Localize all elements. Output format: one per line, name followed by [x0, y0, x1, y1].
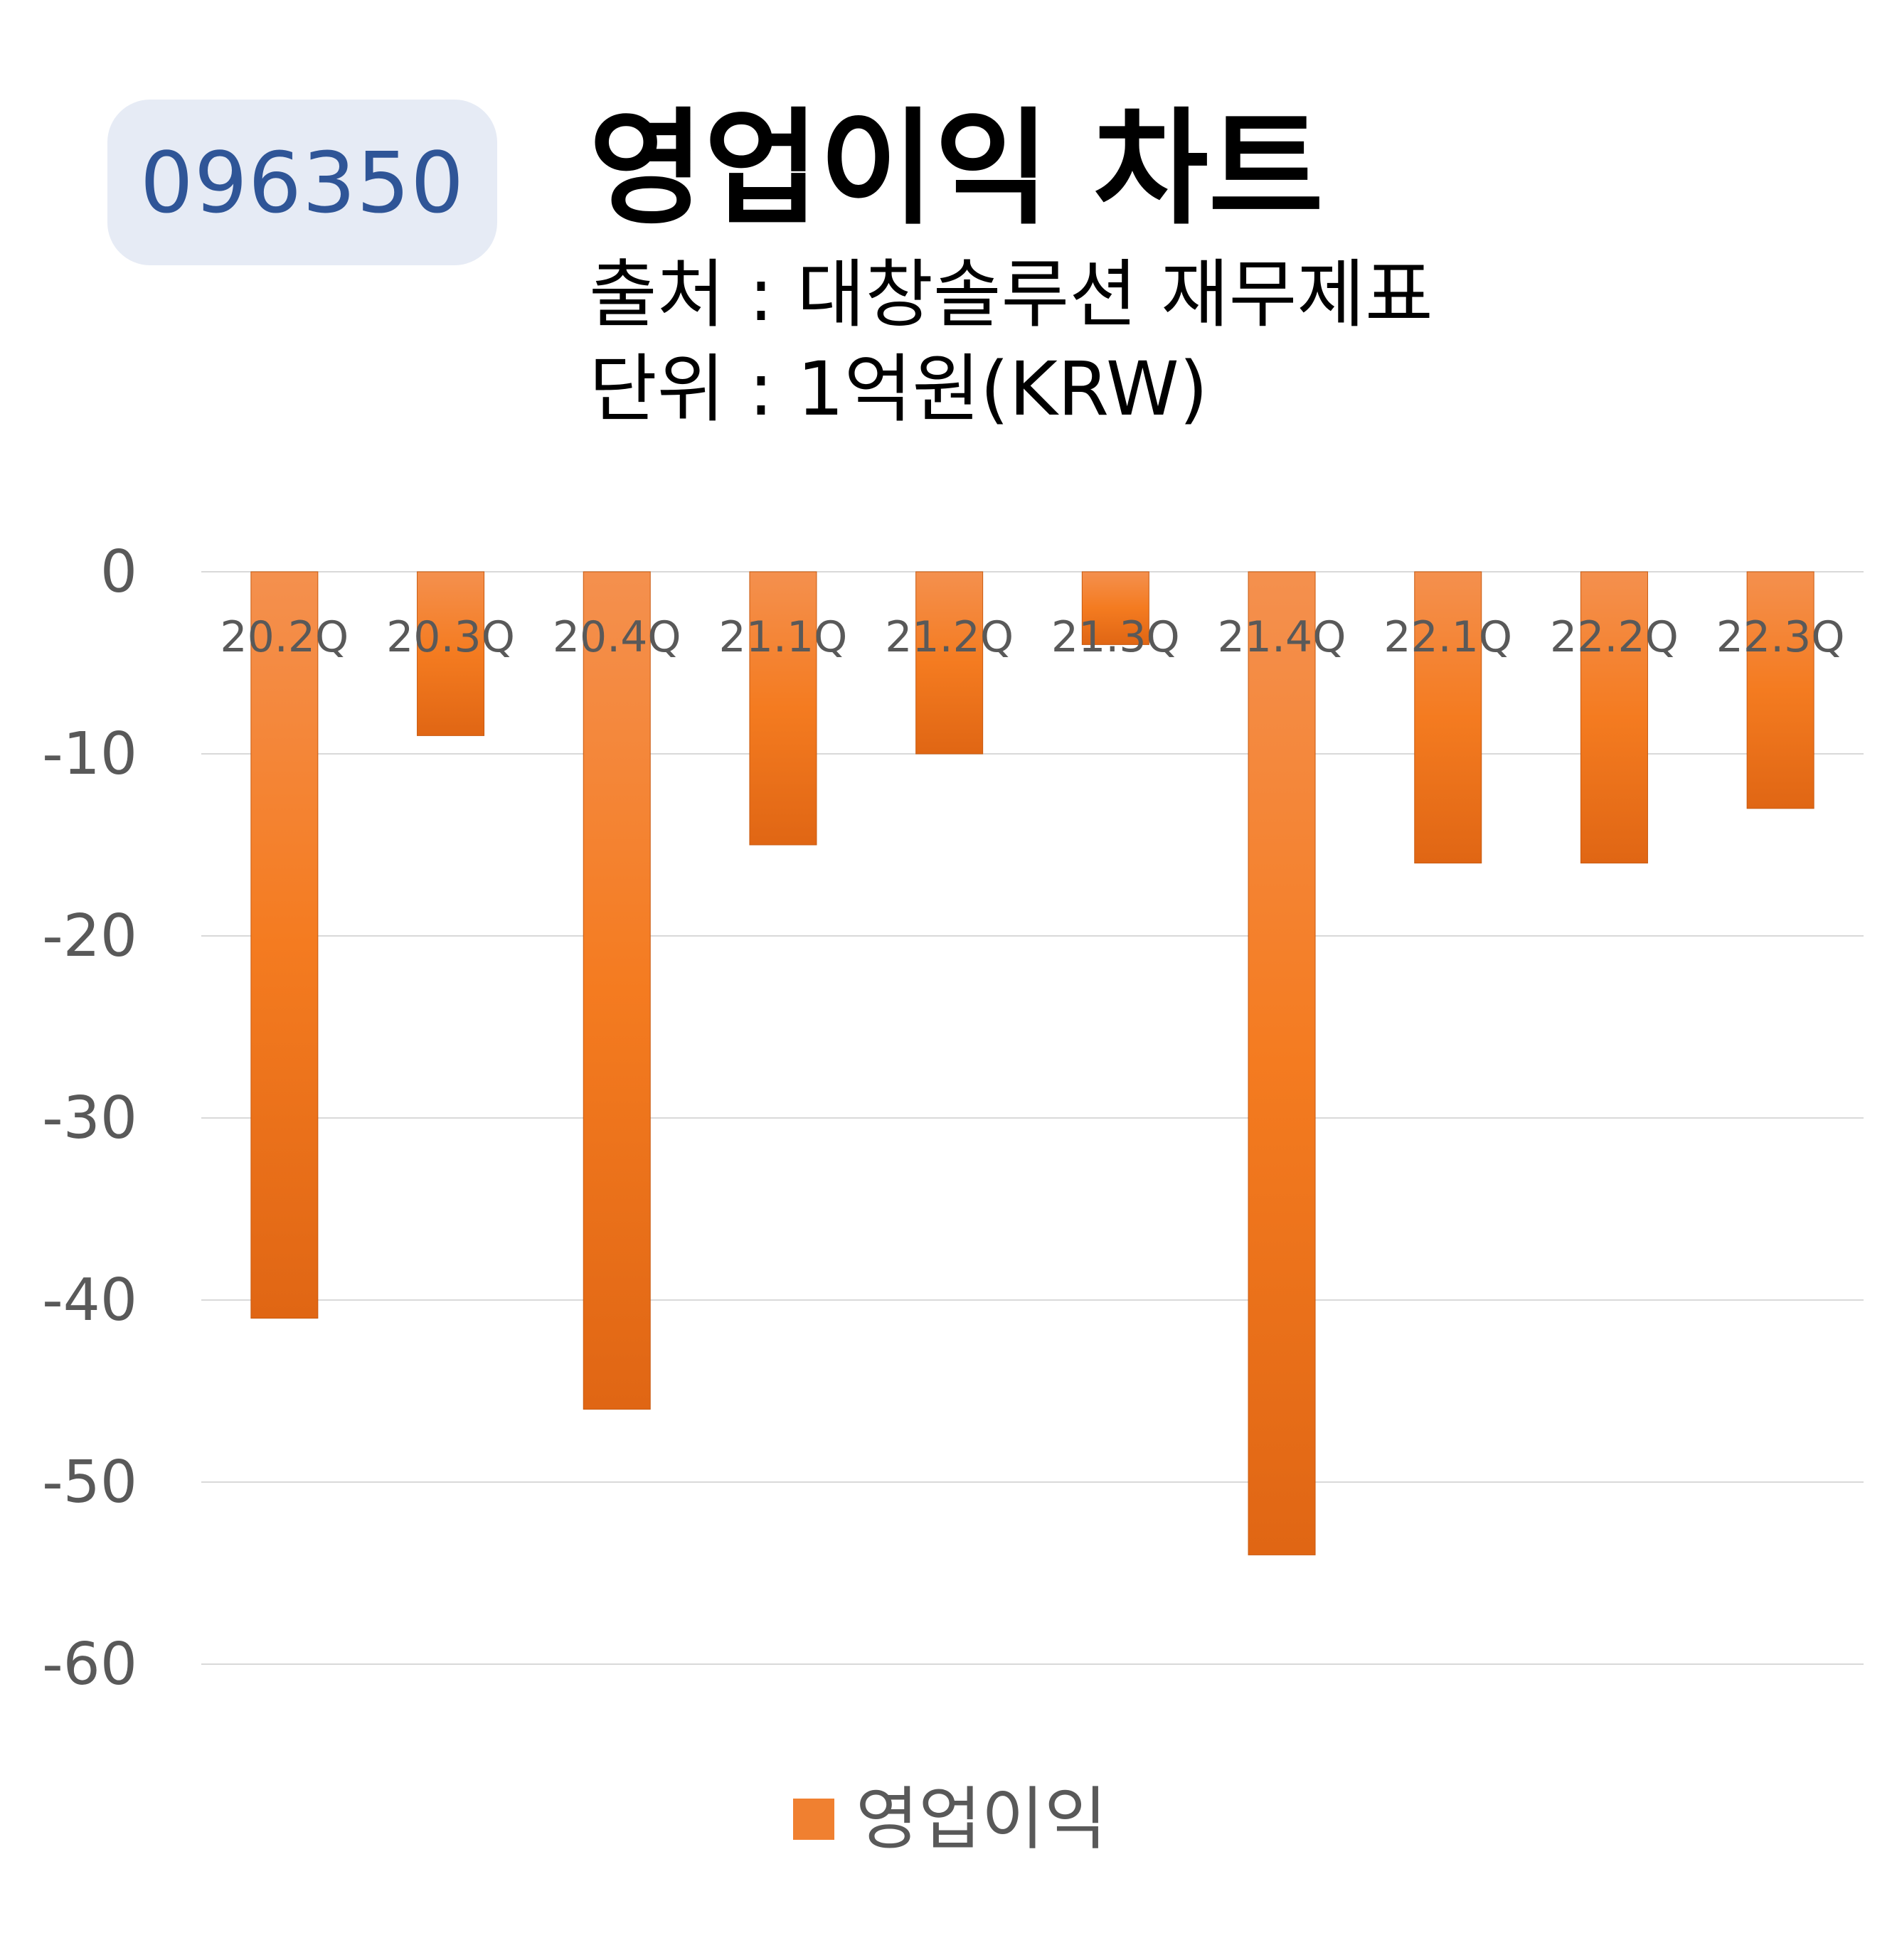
bar-20.2Q [250, 571, 319, 1319]
x-tick-label: 20.3Q [386, 612, 515, 662]
legend-swatch [793, 1799, 834, 1840]
y-tick-label: -50 [42, 1449, 137, 1516]
x-tick-label: 21.2Q [885, 612, 1014, 662]
y-axis-ticks: 0 -10 -20 -30 -40 -50 -60 [42, 538, 137, 1698]
y-tick-label: -10 [42, 720, 137, 788]
y-tick-label: -30 [42, 1085, 137, 1152]
bar-chart: 0 -10 -20 -30 -40 -50 -60 20.2Q 20.3Q 20.4Q 21.1Q… [42, 538, 1864, 1698]
x-tick-label: 20.4Q [553, 612, 681, 662]
x-tick-label: 21.1Q [719, 612, 848, 662]
bar-21.2Q [915, 571, 984, 755]
y-tick-label: -40 [42, 1267, 137, 1334]
x-tick-label: 22.2Q [1550, 612, 1679, 662]
bars [250, 571, 1814, 1555]
legend-label: 영업이익 [856, 1779, 1107, 1859]
ticker-badge: 096350 [107, 100, 497, 265]
x-tick-label: 22.3Q [1716, 612, 1845, 662]
y-tick-label: -60 [42, 1631, 137, 1698]
legend: 영업이익 [793, 1785, 1107, 1853]
x-tick-label: 21.4Q [1218, 612, 1346, 662]
ticker-code: 096350 [139, 133, 465, 232]
x-tick-label: 21.3Q [1051, 612, 1180, 662]
chart-unit: 단위 : 1억원(KRW) [589, 346, 1208, 432]
chart-source: 출처 : 대창솔루션 재무제표 [589, 251, 1433, 338]
bar-21.1Q [749, 571, 817, 846]
bar-20.4Q [583, 571, 651, 1410]
x-tick-label: 22.1Q [1383, 612, 1512, 662]
chart-title: 영업이익 차트 [589, 96, 1324, 242]
gridlines [201, 571, 1864, 1665]
y-tick-label: 0 [100, 538, 137, 606]
x-tick-label: 20.2Q [220, 612, 349, 662]
x-axis-labels: 20.2Q 20.3Q 20.4Q 21.1Q 21.2Q 21.3Q 21.4Q 22.1Q… [220, 612, 1844, 662]
bar-21.4Q [1248, 571, 1316, 1555]
bar-22.2Q [1580, 571, 1648, 864]
bar-20.3Q [417, 571, 485, 736]
bar-22.1Q [1414, 571, 1482, 864]
bar-22.3Q [1746, 571, 1814, 809]
bar-21.3Q [1081, 571, 1149, 645]
y-tick-label: -20 [42, 902, 137, 970]
